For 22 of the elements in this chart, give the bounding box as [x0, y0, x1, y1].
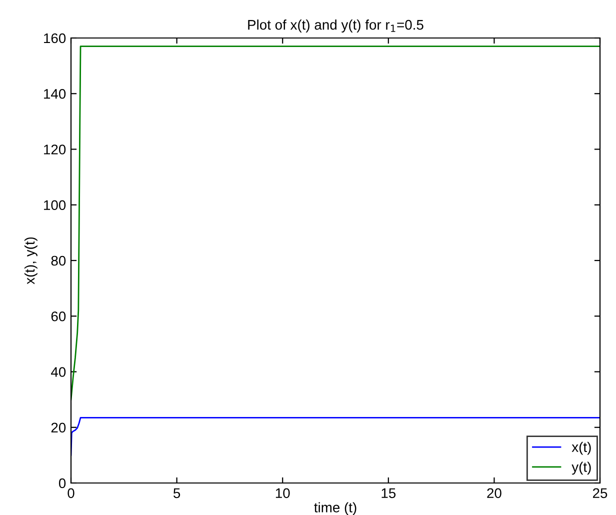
y-tick-label: 160	[44, 33, 66, 44]
y-tick-label: 80	[51, 256, 66, 266]
y-tick-label: 40	[51, 367, 66, 377]
x-axis-title: time (t)	[314, 502, 356, 515]
chart-title: Plot of x(t) and y(t) for r$_{1}$=0.5	[248, 20, 424, 32]
x-tick-label: 5	[173, 488, 180, 498]
line-series	[71, 416, 600, 456]
y-tick-label: 100	[44, 200, 66, 210]
y-axis-title: x(t), y(t)	[24, 237, 38, 284]
y-tick-label: 0	[58, 478, 66, 488]
y-tick-label: 140	[44, 88, 66, 99]
line-series	[71, 46, 600, 400]
legend-label: y(t)	[572, 462, 591, 475]
x-tick-label: 0	[68, 488, 74, 498]
x-tick-label: 20	[487, 488, 502, 498]
y-tick-label: 120	[44, 144, 66, 154]
y-tick-label: 60	[51, 311, 66, 322]
x-tick-label: 25	[592, 488, 608, 498]
x-tick-label: 10	[276, 488, 290, 498]
legend-label: x(t)	[572, 442, 591, 455]
y-tick-label: 20	[51, 422, 66, 433]
x-tick-label: 15	[382, 488, 396, 498]
